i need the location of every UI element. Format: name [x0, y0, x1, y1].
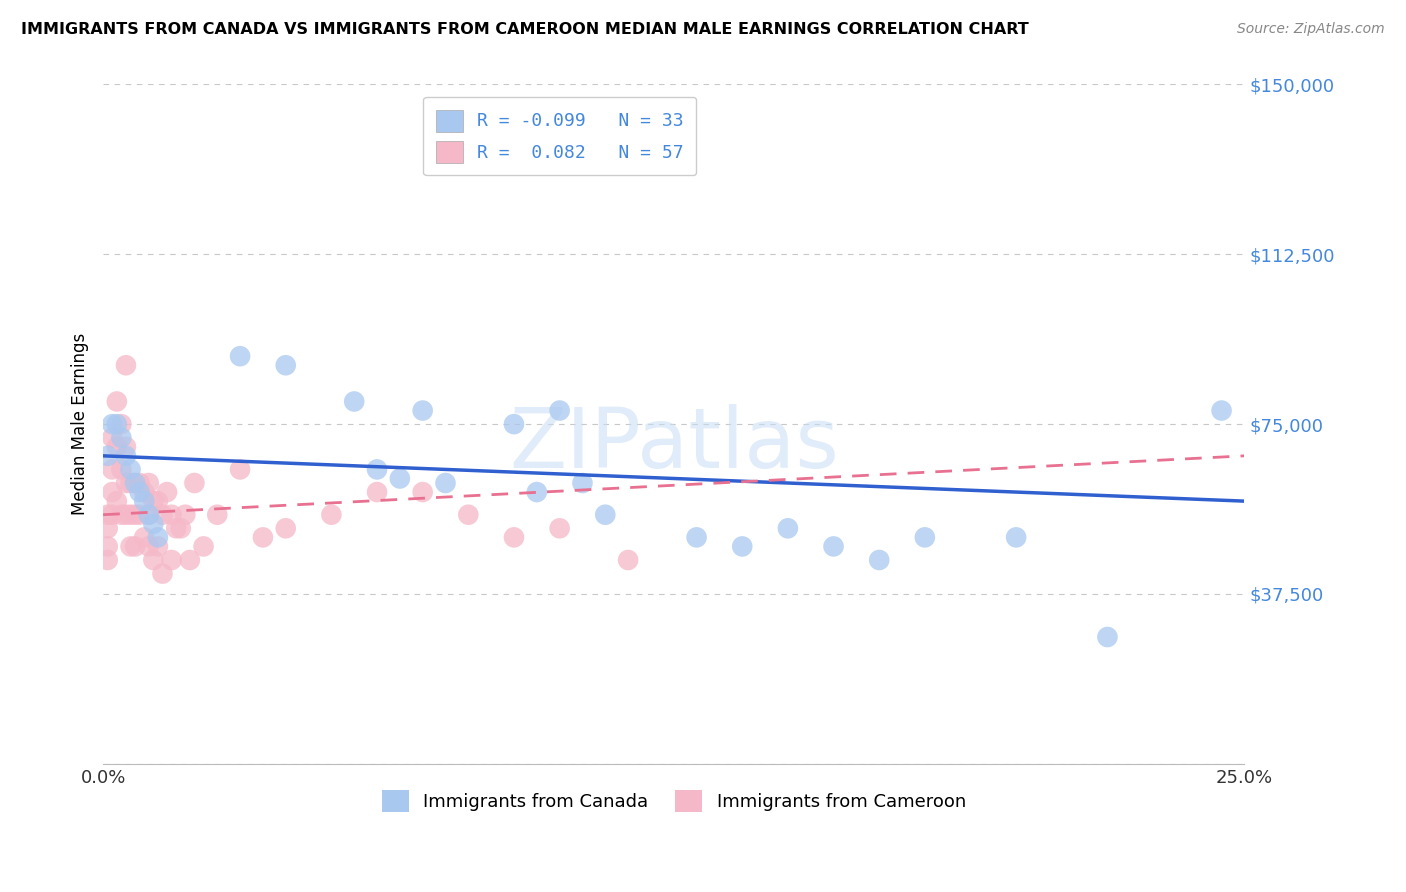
Point [170, 521, 193, 535]
Point [160, 553, 183, 567]
Point [207, 508, 229, 522]
Point [174, 508, 197, 522]
Point [1211, 403, 1233, 417]
Point [138, 540, 160, 554]
Point [388, 471, 411, 485]
Point [343, 394, 366, 409]
Point [146, 530, 169, 544]
Point [110, 462, 132, 476]
Point [548, 521, 571, 535]
Point [142, 494, 165, 508]
Point [105, 417, 128, 431]
Point [229, 349, 252, 363]
Point [914, 530, 936, 544]
Point [526, 485, 548, 500]
Point [97, 521, 120, 535]
Point [548, 403, 571, 417]
Point [115, 358, 138, 372]
Point [193, 540, 215, 554]
Point [128, 508, 150, 522]
Point [731, 540, 754, 554]
Point [776, 521, 799, 535]
Point [138, 475, 160, 490]
Point [183, 475, 205, 490]
Point [110, 417, 132, 431]
Point [120, 508, 142, 522]
Point [128, 485, 150, 500]
Point [503, 530, 526, 544]
Point [595, 508, 617, 522]
Y-axis label: Median Male Earnings: Median Male Earnings [72, 333, 89, 516]
Point [146, 494, 169, 508]
Point [321, 508, 343, 522]
Point [120, 462, 142, 476]
Point [124, 475, 146, 490]
Point [366, 485, 388, 500]
Point [823, 540, 845, 554]
Point [142, 516, 165, 531]
Point [434, 475, 457, 490]
Point [105, 494, 128, 508]
Point [274, 358, 297, 372]
Point [146, 540, 169, 554]
Point [124, 508, 146, 522]
Text: ZIPatlas: ZIPatlas [509, 404, 839, 485]
Point [252, 530, 274, 544]
Point [160, 508, 183, 522]
Point [97, 508, 120, 522]
Point [128, 475, 150, 490]
Text: Source: ZipAtlas.com: Source: ZipAtlas.com [1237, 22, 1385, 37]
Point [138, 508, 160, 522]
Point [105, 440, 128, 454]
Legend: Immigrants from Canada, Immigrants from Cameroon: Immigrants from Canada, Immigrants from … [371, 779, 977, 822]
Point [457, 508, 479, 522]
Point [1097, 630, 1119, 644]
Point [97, 540, 120, 554]
Point [366, 462, 388, 476]
Point [1005, 530, 1028, 544]
Point [152, 508, 174, 522]
Point [101, 417, 124, 431]
Point [165, 521, 187, 535]
Point [101, 485, 124, 500]
Point [134, 494, 156, 508]
Point [110, 431, 132, 445]
Point [138, 508, 160, 522]
Point [101, 462, 124, 476]
Point [179, 553, 201, 567]
Point [105, 394, 128, 409]
Text: IMMIGRANTS FROM CANADA VS IMMIGRANTS FROM CAMEROON MEDIAN MALE EARNINGS CORRELAT: IMMIGRANTS FROM CANADA VS IMMIGRANTS FRO… [21, 22, 1029, 37]
Point [115, 449, 138, 463]
Point [571, 475, 593, 490]
Point [97, 449, 120, 463]
Point [115, 440, 138, 454]
Point [124, 540, 146, 554]
Point [685, 530, 707, 544]
Point [101, 508, 124, 522]
Point [152, 566, 174, 581]
Point [868, 553, 890, 567]
Point [134, 530, 156, 544]
Point [115, 475, 138, 490]
Point [142, 553, 165, 567]
Point [120, 540, 142, 554]
Point [412, 485, 434, 500]
Point [101, 431, 124, 445]
Point [115, 508, 138, 522]
Point [97, 553, 120, 567]
Point [412, 403, 434, 417]
Point [503, 417, 526, 431]
Point [124, 475, 146, 490]
Point [617, 553, 640, 567]
Point [156, 485, 179, 500]
Point [274, 521, 297, 535]
Point [120, 475, 142, 490]
Point [134, 485, 156, 500]
Point [110, 508, 132, 522]
Point [229, 462, 252, 476]
